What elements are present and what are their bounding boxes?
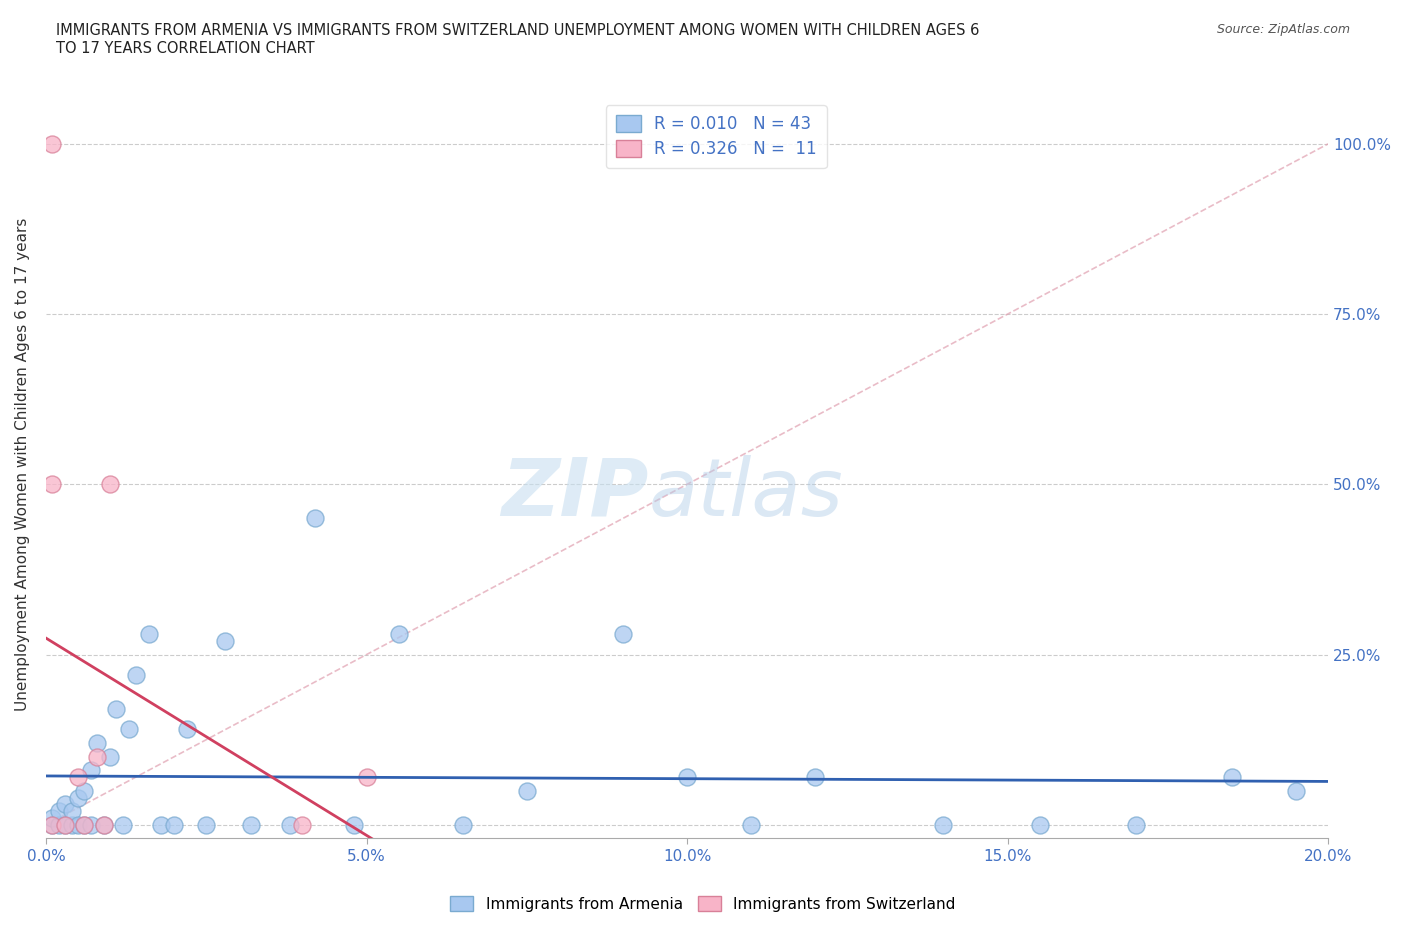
- Y-axis label: Unemployment Among Women with Children Ages 6 to 17 years: Unemployment Among Women with Children A…: [15, 218, 30, 711]
- Point: [1220, 770, 1243, 785]
- Point: [214, 633, 236, 648]
- Point: [291, 817, 314, 832]
- Point: [150, 817, 173, 832]
- Point: [195, 817, 218, 832]
- Point: [516, 783, 538, 798]
- Point: [80, 763, 103, 777]
- Point: [932, 817, 955, 832]
- Point: [66, 790, 89, 805]
- Point: [86, 750, 108, 764]
- Point: [60, 817, 83, 832]
- Point: [804, 770, 827, 785]
- Point: [48, 817, 70, 832]
- Text: atlas: atlas: [648, 455, 844, 533]
- Point: [41, 817, 63, 832]
- Point: [387, 627, 409, 642]
- Point: [343, 817, 366, 832]
- Point: [73, 783, 96, 798]
- Point: [41, 477, 63, 492]
- Point: [98, 750, 121, 764]
- Text: Source: ZipAtlas.com: Source: ZipAtlas.com: [1216, 23, 1350, 36]
- Text: IMMIGRANTS FROM ARMENIA VS IMMIGRANTS FROM SWITZERLAND UNEMPLOYMENT AMONG WOMEN : IMMIGRANTS FROM ARMENIA VS IMMIGRANTS FR…: [56, 23, 980, 56]
- Point: [176, 722, 198, 737]
- Point: [111, 817, 134, 832]
- Point: [98, 477, 121, 492]
- Point: [612, 627, 634, 642]
- Point: [304, 511, 326, 525]
- Point: [356, 770, 378, 785]
- Point: [66, 817, 89, 832]
- Legend: Immigrants from Armenia, Immigrants from Switzerland: Immigrants from Armenia, Immigrants from…: [444, 889, 962, 918]
- Point: [93, 817, 115, 832]
- Point: [93, 817, 115, 832]
- Point: [1285, 783, 1308, 798]
- Point: [73, 817, 96, 832]
- Legend: R = 0.010   N = 43, R = 0.326   N =  11: R = 0.010 N = 43, R = 0.326 N = 11: [606, 105, 827, 168]
- Point: [73, 817, 96, 832]
- Point: [53, 817, 76, 832]
- Point: [278, 817, 301, 832]
- Point: [163, 817, 186, 832]
- Point: [41, 811, 63, 826]
- Point: [451, 817, 474, 832]
- Point: [105, 701, 128, 716]
- Point: [66, 770, 89, 785]
- Point: [60, 804, 83, 818]
- Point: [740, 817, 762, 832]
- Point: [1028, 817, 1050, 832]
- Point: [53, 797, 76, 812]
- Point: [41, 817, 63, 832]
- Point: [53, 817, 76, 832]
- Point: [125, 668, 148, 683]
- Text: ZIP: ZIP: [501, 455, 648, 533]
- Point: [80, 817, 103, 832]
- Point: [138, 627, 160, 642]
- Point: [240, 817, 263, 832]
- Point: [118, 722, 141, 737]
- Point: [41, 137, 63, 152]
- Point: [48, 804, 70, 818]
- Point: [676, 770, 699, 785]
- Point: [86, 736, 108, 751]
- Point: [1125, 817, 1147, 832]
